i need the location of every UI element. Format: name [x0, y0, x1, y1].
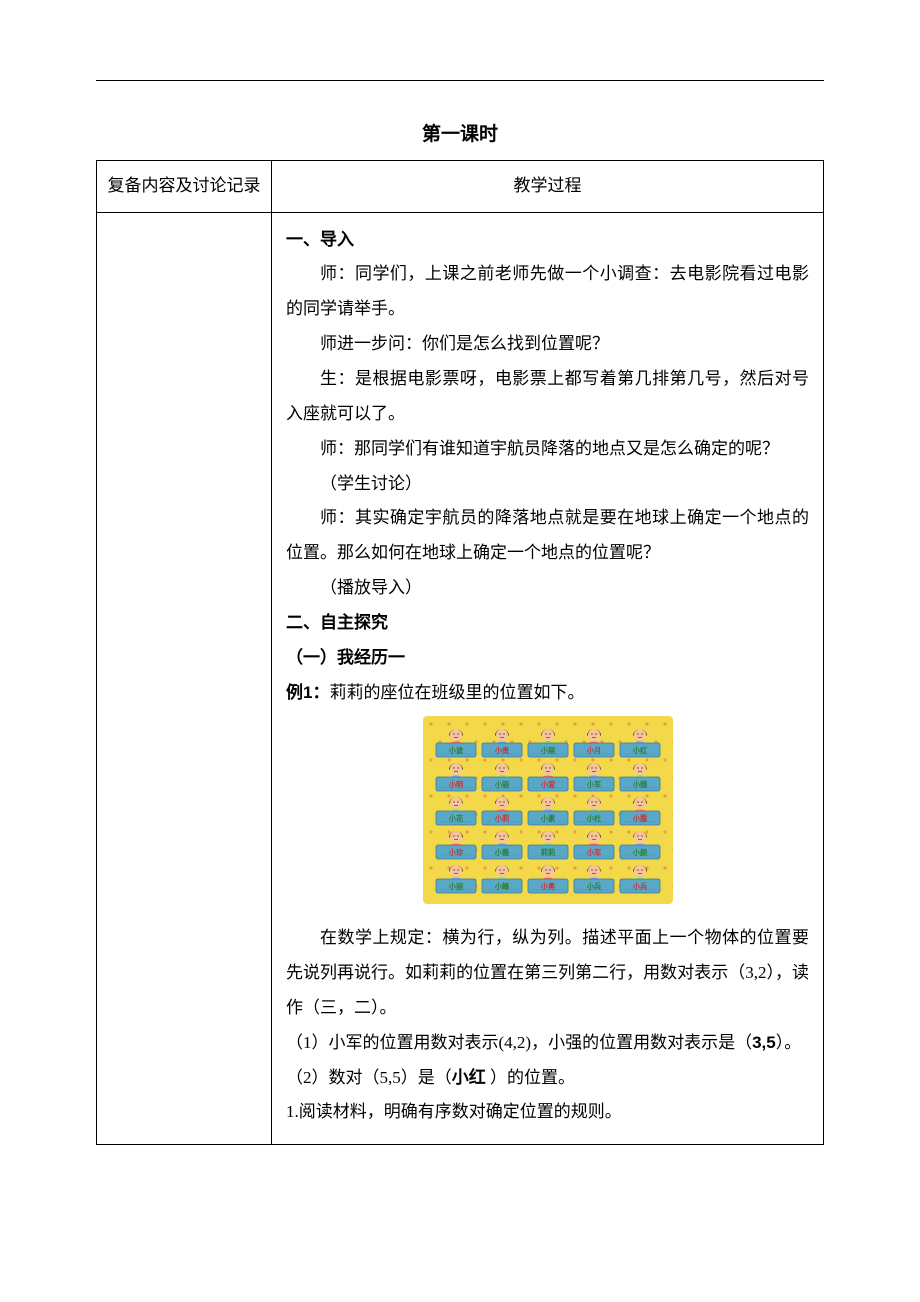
para-play-intro: （播放导入） — [286, 571, 809, 606]
example1-line: 例1：莉莉的座位在班级里的位置如下。 — [286, 676, 809, 711]
para-teacher-survey: 师：同学们，上课之前老师先做一个小调查：去电影院看过电影的同学请举手。 — [286, 257, 809, 327]
lesson-title: 第一课时 — [96, 119, 824, 146]
para-teacher-followup: 师进一步问：你们是怎么找到位置呢？ — [286, 327, 809, 362]
para-teacher-explain: 师：其实确定宇航员的降落地点就是要在地球上确定一个地点的位置。那么如何在地球上确… — [286, 501, 809, 571]
section2-title: 二、自主探究 — [286, 606, 809, 641]
para-teacher-astronaut: 师：那同学们有谁知道宇航员降落的地点又是怎么确定的呢？ — [286, 432, 809, 467]
header-rule — [96, 80, 824, 81]
svg-text:小贵: 小贵 — [493, 746, 508, 755]
bullet-2: （2）数对（5,5）是（小红 ）的位置。 — [286, 1061, 809, 1096]
para-student-answer: 生：是根据电影票呀，电影票上都写着第几排第几号，然后对号入座就可以了。 — [286, 362, 809, 432]
bullet-3: 1.阅读材料，明确有序数对确定位置的规则。 — [286, 1095, 809, 1130]
svg-text:小红: 小红 — [631, 746, 647, 755]
bullet-1-text-b: ）。 — [776, 1033, 802, 1052]
example1-text: 莉莉的座位在班级里的位置如下。 — [329, 683, 584, 702]
svg-text:小兵: 小兵 — [585, 882, 600, 891]
content-cell: 一、导入 师：同学们，上课之前老师先做一个小调查：去电影院看过电影的同学请举手。… — [272, 212, 824, 1145]
svg-text:小薇: 小薇 — [493, 848, 509, 857]
notes-cell — [97, 212, 272, 1145]
bullet-1-answer: 3,5 — [752, 1033, 776, 1052]
svg-text:小兵: 小兵 — [631, 882, 646, 891]
col-header-notes: 复备内容及讨论记录 — [97, 161, 272, 213]
section1-title: 一、导入 — [286, 223, 809, 258]
bullet-1-text-a: （1）小军的位置用数对表示(4,2)，小强的位置用数对表示是（ — [286, 1033, 752, 1052]
svg-text:小娥: 小娥 — [631, 780, 647, 789]
svg-text:小明: 小明 — [447, 780, 462, 789]
para-student-discuss: （学生讨论） — [286, 467, 809, 502]
svg-text:莉莉: 莉莉 — [540, 848, 554, 857]
svg-text:小波: 小波 — [447, 746, 463, 755]
bullet-2-answer: 小红 — [452, 1068, 486, 1087]
svg-text:小丽: 小丽 — [447, 882, 462, 891]
svg-text:小颜: 小颜 — [631, 848, 647, 857]
svg-text:小素: 小素 — [539, 814, 554, 823]
svg-text:小勇: 小勇 — [539, 882, 554, 891]
seating-chart-wrap: 小波小贵小丽小月小红小明小丽小爱小军小娥小花小莉小素小杜小霞小珍小薇莉莉小军小颜… — [286, 716, 809, 917]
svg-text:小军: 小军 — [585, 780, 600, 789]
col-header-process: 教学过程 — [272, 161, 824, 213]
svg-text:小莉: 小莉 — [493, 814, 508, 823]
svg-text:小花: 小花 — [447, 814, 463, 823]
bullet-1: （1）小军的位置用数对表示(4,2)，小强的位置用数对表示是（3,5）。 — [286, 1026, 809, 1061]
svg-text:小丽: 小丽 — [539, 746, 554, 755]
example1-label: 例1： — [286, 683, 329, 702]
svg-text:小丽: 小丽 — [493, 780, 508, 789]
svg-text:小霞: 小霞 — [631, 814, 647, 823]
seating-chart: 小波小贵小丽小月小红小明小丽小爱小军小娥小花小莉小素小杜小霞小珍小薇莉莉小军小颜… — [423, 716, 673, 904]
svg-text:小珍: 小珍 — [447, 848, 463, 857]
svg-text:小峰: 小峰 — [493, 882, 509, 891]
svg-text:小军: 小军 — [585, 848, 600, 857]
section2-sub1: （一）我经历一 — [286, 641, 809, 676]
lesson-table: 复备内容及讨论记录 教学过程 一、导入 师：同学们，上课之前老师先做一个小调查：… — [96, 160, 824, 1145]
svg-text:小月: 小月 — [585, 746, 600, 755]
svg-text:小爱: 小爱 — [539, 780, 554, 789]
bullet-2-text-a: （2）数对（5,5）是（ — [286, 1068, 452, 1087]
bullet-2-text-b: ）的位置。 — [486, 1068, 575, 1087]
svg-text:小杜: 小杜 — [585, 814, 601, 823]
para-definition: 在数学上规定：横为行，纵为列。描述平面上一个物体的位置要先说列再说行。如莉莉的位… — [286, 921, 809, 1026]
